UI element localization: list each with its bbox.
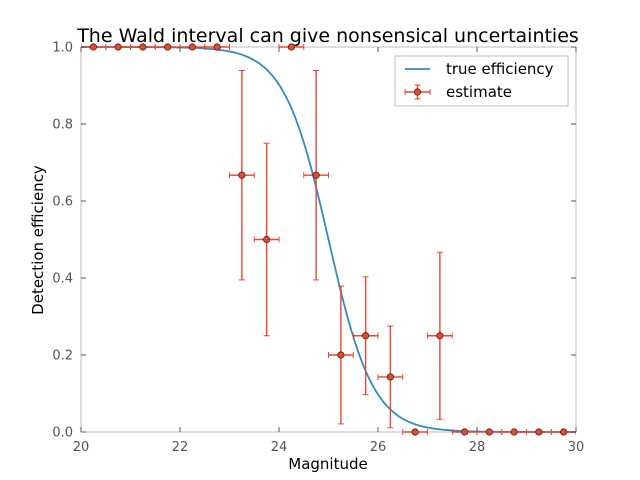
chart-title: The Wald interval can give nonsensical u… bbox=[76, 25, 579, 47]
chart-marks bbox=[81, 43, 576, 436]
estimate-point bbox=[386, 373, 394, 381]
x-tick-label: 22 bbox=[172, 440, 189, 455]
estimate-point bbox=[510, 428, 518, 436]
estimate-point bbox=[411, 428, 419, 436]
estimate-point bbox=[114, 43, 122, 51]
estimate-point bbox=[312, 171, 320, 179]
y-tick-label: 0.4 bbox=[52, 272, 73, 287]
y-tick-label: 1.0 bbox=[52, 41, 73, 56]
x-tick-label: 28 bbox=[469, 440, 486, 455]
estimate-point bbox=[560, 428, 568, 436]
legend-box bbox=[394, 55, 569, 107]
legend-estimate-marker bbox=[413, 88, 422, 96]
x-tick-label: 26 bbox=[370, 440, 387, 455]
estimate-point bbox=[287, 43, 295, 51]
estimate-point bbox=[213, 43, 221, 51]
legend: true efficiency estimate bbox=[394, 55, 569, 107]
estimate-point bbox=[238, 171, 246, 179]
y-tick-label: 0.8 bbox=[52, 118, 73, 133]
estimate-point bbox=[535, 428, 543, 436]
y-axis-label: Detection efficiency bbox=[29, 165, 47, 315]
estimate-point bbox=[188, 43, 196, 51]
legend-label-true-efficiency: true efficiency bbox=[446, 60, 554, 78]
estimate-point bbox=[436, 332, 444, 340]
estimate-point bbox=[362, 332, 370, 340]
estimate-point bbox=[139, 43, 147, 51]
estimate-series bbox=[81, 43, 576, 436]
legend-label-estimate: estimate bbox=[446, 83, 512, 101]
estimate-point bbox=[263, 235, 271, 244]
axis-ticks: 20 22 24 26 28 30 0.0 0.2 0.4 0.6 0.8 1.0 bbox=[52, 41, 584, 456]
y-tick-label: 0.0 bbox=[52, 426, 73, 441]
estimate-point bbox=[461, 428, 469, 436]
x-axis-label: Magnitude bbox=[288, 455, 367, 473]
estimate-point bbox=[485, 428, 493, 436]
y-tick-label: 0.6 bbox=[52, 195, 73, 210]
estimate-point bbox=[337, 351, 345, 359]
x-tick-label: 24 bbox=[271, 440, 288, 455]
x-tick-label: 30 bbox=[568, 440, 585, 455]
y-tick-label: 0.2 bbox=[52, 349, 73, 364]
estimate-point bbox=[89, 43, 97, 51]
estimate-point bbox=[164, 43, 172, 51]
x-tick-label: 20 bbox=[73, 440, 90, 455]
